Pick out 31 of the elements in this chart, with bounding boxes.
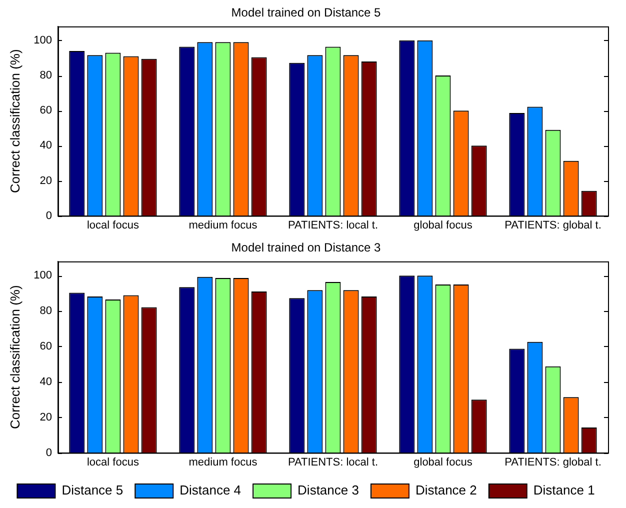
y-tick-label: 40 — [40, 140, 52, 152]
y-tick-label: 20 — [40, 411, 52, 424]
y-tick-label: 60 — [40, 104, 52, 117]
legend-label: Distance 2 — [415, 482, 477, 498]
y-tick-label: 20 — [40, 174, 52, 187]
x-tick-label: medium focus — [188, 456, 258, 468]
x-tick-label: PATIENTS: global t. — [504, 219, 602, 232]
x-tick-label: global focus — [414, 456, 473, 468]
y-tick-label: 100 — [34, 270, 52, 282]
y-axis-title: Correct classification (%) — [7, 49, 22, 193]
x-tick-label: local focus — [86, 219, 140, 232]
y-tick-label: 80 — [40, 305, 52, 318]
y-tick-label: 100 — [34, 34, 52, 46]
x-tick-label: global focus — [414, 219, 473, 232]
x-tick-label: PATIENTS: global t. — [504, 456, 602, 468]
legend-label: Distance 5 — [62, 482, 124, 498]
legend-label: Distance 4 — [180, 482, 242, 498]
chart-title: Model trained on Distance 3 — [231, 240, 382, 255]
x-tick-label: PATIENTS: local t. — [288, 219, 378, 232]
x-tick-label: PATIENTS: local t. — [288, 456, 378, 468]
chart-title: Model trained on Distance 5 — [231, 6, 382, 20]
y-tick-label: 80 — [40, 70, 52, 82]
y-tick-label: 0 — [46, 446, 52, 459]
y-tick-label: 0 — [46, 210, 52, 222]
x-tick-label: medium focus — [188, 219, 258, 232]
y-axis-title: Correct classification (%) — [7, 285, 22, 429]
y-tick-label: 40 — [40, 376, 52, 388]
legend-label: Distance 1 — [533, 482, 595, 498]
y-tick-label: 60 — [40, 340, 52, 352]
x-tick-label: local focus — [86, 456, 140, 468]
legend-label: Distance 3 — [298, 482, 359, 498]
